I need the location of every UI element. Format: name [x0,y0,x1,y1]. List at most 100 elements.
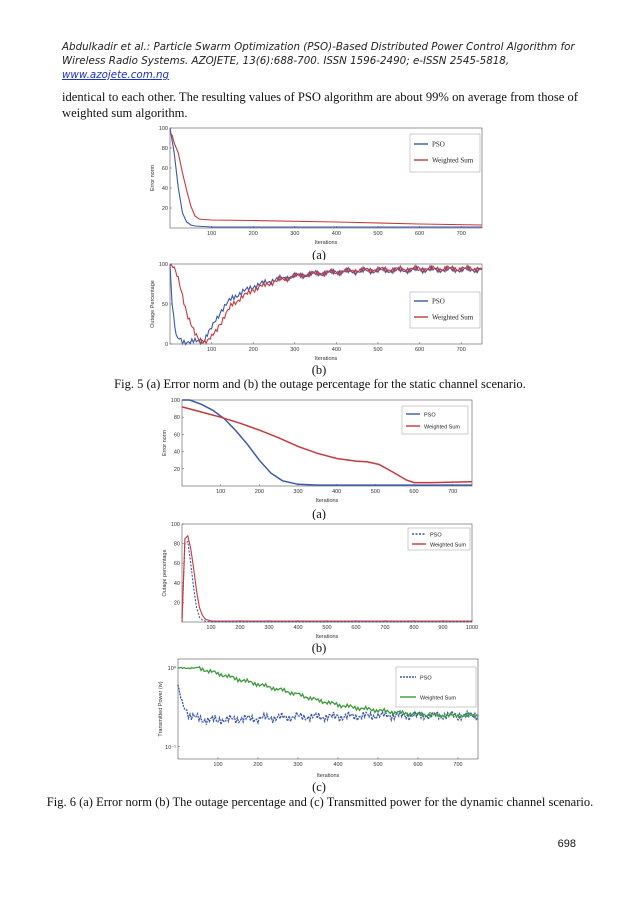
y-tick-label: 20 [162,206,168,212]
x-tick-label: 600 [415,347,424,353]
x-tick-label: 100 [207,231,216,237]
y-axis-label: Transmitted Power (w) [158,681,164,736]
y-tick-label: 60 [162,166,168,172]
x-tick-label: 400 [332,489,341,495]
legend-entry: Weighted Sum [432,157,474,165]
y-tick-label: 20 [174,600,180,606]
y-tick-label: 20 [174,467,180,473]
series-line-weighted-sum [169,263,483,346]
x-tick-label: 100 [213,762,222,768]
x-tick-label: 400 [293,625,302,631]
x-tick-label: 600 [415,231,424,237]
legend-entry: Weighted Sum [432,314,474,322]
x-tick-label: 200 [249,231,258,237]
legend-entry: PSO [424,413,436,419]
series-line-weighted-sum [169,132,483,226]
x-tick-label: 400 [333,762,342,768]
y-tick-label: 40 [162,186,168,192]
fig6c-chart: 100 200 300 400 500 600 700 10⁰ 10⁻¹ Iterations Tr… [150,655,486,779]
legend-entry: PSO [432,298,445,306]
x-tick-label: 700 [380,625,389,631]
legend-entry: Weighted Sum [430,543,466,549]
page-number: 698 [557,838,576,850]
y-tick-label: 10⁻¹ [165,745,176,751]
legend-entry: PSO [420,676,432,682]
legend-box [409,133,481,173]
y-tick-label: 60 [174,561,180,567]
journal-link[interactable]: www.azojete.com.ng [62,69,170,81]
series-line-weighted-sum [181,534,472,623]
x-tick-label: 300 [290,231,299,237]
header-line-1: Abdulkadir et al.: Particle Swarm Optimi… [62,41,575,53]
series-line-pso [169,264,483,346]
x-tick-label: 400 [332,231,341,237]
fig5b-label: (b) [311,363,327,377]
x-tick-label: 900 [438,625,447,631]
legend-box [401,405,469,435]
x-tick-label: 600 [409,489,418,495]
fig6b-chart: 100 200 300 400 500 600 700 800 900 1000 20 40 60 80 1… [158,520,480,640]
x-tick-label: 100 [206,625,215,631]
x-axis-label: Iterations [316,498,339,504]
series-line-pso [169,127,482,228]
header-line-2: Wireless Radio Systems. AZOJETE, 13(6):6… [62,55,510,67]
y-tick-label: 80 [162,146,168,152]
x-tick-label: 300 [290,347,299,353]
series-line-weighted-sum [181,406,473,484]
y-tick-label: 60 [174,432,180,438]
legend-box [409,291,481,329]
running-header: Abdulkadir et al.: Particle Swarm Optimi… [62,40,582,82]
x-tick-label: 700 [457,231,466,237]
fig6-caption: Fig. 6 (a) Error norm (b) The outage per… [46,795,594,809]
x-tick-label: 500 [373,347,382,353]
intro-paragraph: identical to each other. The resulting v… [62,90,578,120]
fig5-caption: Fig. 5 (a) Error norm and (b) the outage… [114,377,526,391]
x-tick-label: 500 [373,762,382,768]
legend-entry: PSO [432,141,445,149]
x-tick-label: 100 [207,347,216,353]
y-axis-label: Error norm [150,164,156,191]
series-line-pso [181,540,472,623]
x-tick-label: 300 [293,489,302,495]
y-tick-label: 40 [174,581,180,587]
y-axis-label: Outage percentage [162,549,168,596]
y-tick-label: 40 [174,450,180,456]
fig6a-chart: 100 200 300 400 500 600 700 20 40 60 80 100 Iteratio… [158,396,480,504]
y-tick-label: 100 [171,522,180,528]
fig5a-label: (a) [312,248,326,262]
y-tick-label: 100 [171,398,180,404]
x-tick-label: 200 [249,347,258,353]
x-axis-label: Iterations [317,773,340,779]
x-tick-label: 700 [448,489,457,495]
x-tick-label: 100 [216,489,225,495]
fig6c-label: (c) [312,780,326,794]
y-tick-label: 10⁰ [168,665,177,672]
y-tick-label: 80 [174,542,180,548]
x-tick-label: 700 [453,762,462,768]
fig5a-chart: 100 200 300 400 500 600 700 20 40 60 80 100 Iteratio… [148,124,490,246]
legend-entry: PSO [430,533,442,539]
x-tick-label: 500 [322,625,331,631]
y-tick-label: 50 [162,302,168,308]
y-tick-label: 0 [165,342,168,348]
x-tick-label: 1000 [466,625,478,631]
x-tick-label: 600 [351,625,360,631]
x-axis-label: Iterations [315,356,338,362]
series-line-weighted-sum [177,665,479,720]
x-tick-label: 300 [264,625,273,631]
x-tick-label: 500 [373,231,382,237]
series-line-pso [177,684,479,726]
legend-box [395,666,477,708]
fig6a-label: (a) [312,507,326,521]
y-tick-label: 100 [159,262,168,268]
series-line-pso [182,399,472,486]
legend-entry: Weighted Sum [420,696,456,702]
x-tick-label: 500 [371,489,380,495]
y-tick-label: 80 [174,415,180,421]
x-tick-label: 700 [457,347,466,353]
fig6b-label: (b) [311,641,327,655]
x-tick-label: 200 [255,489,264,495]
legend-entry: Weighted Sum [424,425,460,431]
y-tick-label: 100 [159,126,168,132]
fig5b-chart: 100 200 300 400 500 600 700 0 50 100 Iterations Out… [148,260,490,362]
